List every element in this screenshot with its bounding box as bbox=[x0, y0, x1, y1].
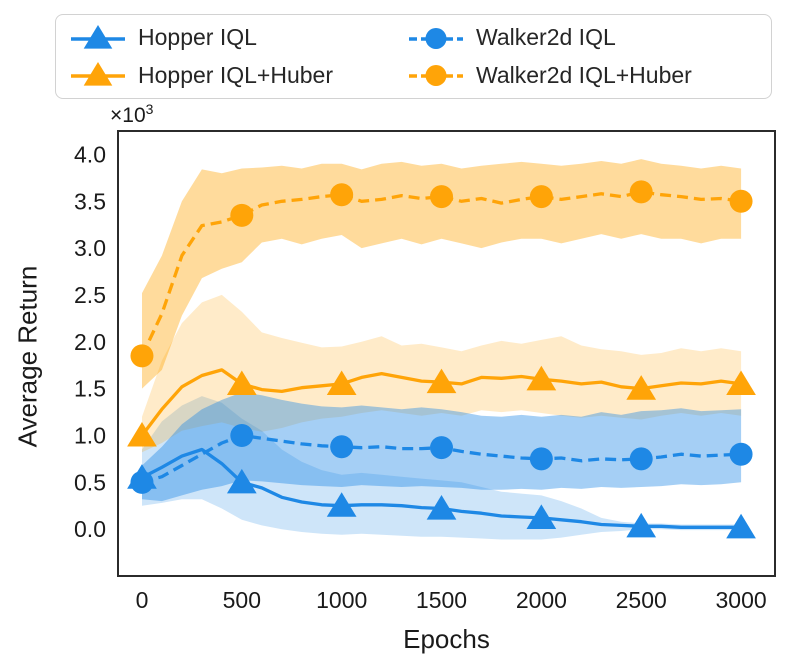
y-tick-label: 2.5 bbox=[74, 282, 106, 308]
x-axis-label: Epochs bbox=[403, 624, 490, 654]
y-axis-label: Average Return bbox=[12, 265, 43, 448]
y-tick-label: 3.5 bbox=[74, 188, 106, 214]
legend-label-walker2d-iql-huber: Walker2d IQL+Huber bbox=[476, 61, 692, 88]
x-tick-label: 1500 bbox=[416, 587, 467, 613]
hopper_iql-band bbox=[142, 396, 742, 540]
y-axis-offset-text: ×103 bbox=[110, 101, 153, 128]
y-tick-label: 1.5 bbox=[74, 376, 106, 402]
walker2d_iql_huber-marker bbox=[230, 203, 254, 227]
legend-marker-walker2d-iql-icon bbox=[409, 27, 463, 49]
legend-item-walker2d-iql: Walker2d IQL bbox=[408, 23, 765, 53]
legend-label-hopper-iql: Hopper IQL bbox=[138, 24, 257, 51]
legend-marker-hopper-iql-huber-icon bbox=[71, 62, 125, 86]
hopper_iql_huber-marker bbox=[626, 375, 657, 400]
y-tick-label: 1.0 bbox=[74, 422, 106, 448]
offset-base: ×10 bbox=[110, 104, 146, 127]
hopper_iql-marker bbox=[426, 495, 457, 520]
x-tick-label: 1000 bbox=[316, 587, 367, 613]
walker2d_iql_huber-band bbox=[142, 159, 742, 389]
x-tick-label: 3000 bbox=[716, 587, 767, 613]
plot-frame bbox=[117, 130, 776, 577]
legend-item-hopper-iql: Hopper IQL bbox=[70, 23, 408, 53]
hopper_iql_huber-marker bbox=[127, 421, 157, 447]
legend-label-walker2d-iql: Walker2d IQL bbox=[476, 24, 616, 51]
hopper_iql_huber-marker bbox=[526, 365, 557, 391]
walker2d_iql_huber-marker bbox=[629, 180, 653, 204]
walker2d_iql-marker bbox=[330, 435, 354, 459]
hopper_iql-marker bbox=[326, 492, 357, 517]
walker2d_iql-marker bbox=[629, 447, 653, 471]
walker2d_iql_huber-marker bbox=[330, 183, 354, 207]
walker2d_iql_huber-marker bbox=[130, 344, 154, 368]
legend-marker-hopper-iql-icon bbox=[71, 24, 125, 49]
hopper_iql-marker bbox=[526, 504, 557, 529]
legend-item-hopper-iql-huber: Hopper IQL+Huber bbox=[70, 60, 408, 90]
hopper_iql-marker bbox=[226, 468, 257, 494]
hopper_iql-marker bbox=[726, 513, 756, 539]
y-tick-label: 3.0 bbox=[74, 235, 106, 261]
legend-label-hopper-iql-huber: Hopper IQL+Huber bbox=[138, 61, 333, 88]
walker2d_iql-marker bbox=[430, 436, 454, 460]
hopper_iql_huber-marker bbox=[226, 370, 257, 396]
walker2d_iql-marker bbox=[230, 423, 254, 447]
walker2d_iql-marker bbox=[729, 442, 753, 466]
hopper_iql_huber-marker bbox=[326, 370, 357, 396]
legend-triangle bbox=[83, 24, 113, 49]
x-tick-label: 0 bbox=[136, 587, 149, 613]
walker2d_iql-marker bbox=[130, 470, 154, 494]
y-tick-label: 0.5 bbox=[74, 469, 106, 495]
hopper_iql_huber-marker bbox=[426, 368, 457, 394]
hopper_iql_huber-marker bbox=[726, 370, 756, 396]
legend-circle bbox=[425, 27, 447, 49]
legend-triangle bbox=[83, 62, 113, 86]
walker2d_iql_huber-marker bbox=[430, 185, 454, 209]
hopper_iql-marker bbox=[626, 512, 657, 538]
legend: Hopper IQL Walker2d IQL Hopper IQL+Huber… bbox=[55, 14, 772, 99]
y-tick-label: 2.0 bbox=[74, 329, 106, 355]
legend-circle bbox=[425, 65, 447, 87]
y-tick-label: 4.0 bbox=[74, 141, 106, 167]
legend-marker-walker2d-iql-huber-icon bbox=[409, 65, 463, 87]
y-tick-label: 0.0 bbox=[74, 516, 106, 542]
offset-exponent: 3 bbox=[145, 101, 154, 117]
x-tick-label: 2500 bbox=[616, 587, 667, 613]
legend-item-walker2d-iql-huber: Walker2d IQL+Huber bbox=[408, 60, 765, 90]
walker2d_iql_huber-marker bbox=[729, 189, 753, 213]
x-tick-label: 500 bbox=[223, 587, 261, 613]
x-tick-label: 2000 bbox=[516, 587, 567, 613]
walker2d_iql_huber-marker bbox=[529, 185, 553, 209]
walker2d_iql-marker bbox=[529, 447, 553, 471]
